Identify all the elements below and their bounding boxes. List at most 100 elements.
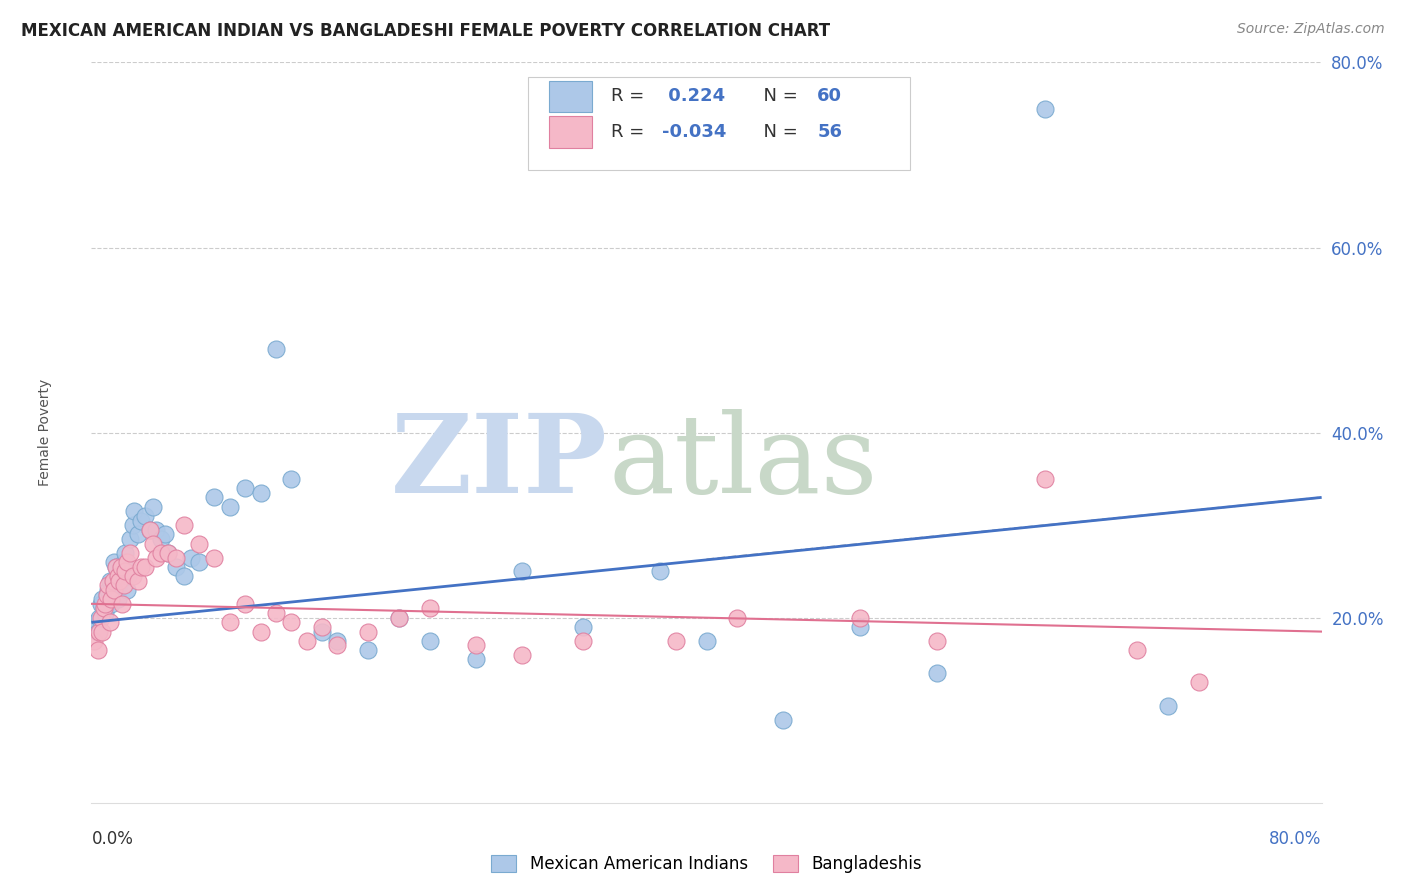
Point	[94, 606, 117, 620]
Point	[1126, 643, 1149, 657]
Point	[153, 527, 177, 541]
Point	[572, 633, 595, 648]
Point	[83, 633, 105, 648]
Text: R =: R =	[610, 123, 650, 141]
Point	[388, 611, 411, 625]
Point	[101, 574, 124, 588]
Point	[218, 615, 240, 630]
Point	[280, 615, 302, 630]
Point	[86, 643, 108, 657]
Point	[122, 569, 145, 583]
Point	[419, 633, 441, 648]
FancyBboxPatch shape	[529, 78, 910, 169]
Text: R =: R =	[610, 87, 650, 105]
Point	[118, 532, 141, 546]
Point	[725, 611, 748, 625]
Point	[134, 559, 156, 574]
Point	[100, 597, 122, 611]
Point	[90, 611, 112, 625]
Point	[311, 620, 333, 634]
Point	[101, 578, 124, 592]
Point	[927, 633, 949, 648]
Point	[202, 550, 225, 565]
Point	[1157, 698, 1180, 713]
Point	[145, 550, 167, 565]
Point	[188, 555, 211, 569]
Point	[96, 588, 118, 602]
Point	[233, 597, 256, 611]
Point	[849, 620, 872, 634]
Point	[295, 633, 318, 648]
Point	[100, 592, 122, 607]
Point	[849, 611, 872, 625]
Point	[97, 582, 120, 597]
Point	[107, 569, 129, 583]
Point	[115, 582, 138, 597]
Point	[105, 559, 127, 574]
Point	[388, 611, 411, 625]
Point	[134, 508, 156, 523]
Point	[696, 633, 718, 648]
Point	[111, 565, 134, 579]
Point	[107, 592, 129, 607]
Point	[93, 601, 115, 615]
Text: Female Poverty: Female Poverty	[38, 379, 52, 486]
Point	[139, 523, 162, 537]
Point	[157, 546, 180, 560]
Point	[772, 713, 794, 727]
Point	[264, 343, 287, 357]
Point	[97, 578, 120, 592]
Point	[357, 624, 380, 639]
Point	[91, 592, 114, 607]
Point	[650, 565, 672, 579]
Point	[118, 546, 141, 560]
Point	[142, 500, 165, 514]
Point	[249, 485, 271, 500]
Point	[110, 569, 132, 583]
Point	[311, 624, 333, 639]
Point	[173, 518, 195, 533]
Point	[202, 491, 225, 505]
Point	[90, 597, 112, 611]
Point	[108, 578, 131, 592]
Point	[149, 532, 172, 546]
Point	[124, 504, 146, 518]
Point	[218, 500, 240, 514]
Point	[93, 601, 115, 615]
Point	[326, 633, 349, 648]
Point	[98, 574, 121, 588]
Point	[103, 555, 125, 569]
Point	[326, 639, 349, 653]
Point	[129, 559, 152, 574]
Point	[129, 514, 152, 528]
Text: Source: ZipAtlas.com: Source: ZipAtlas.com	[1237, 22, 1385, 37]
Text: 0.0%: 0.0%	[91, 830, 134, 847]
Text: 0.224: 0.224	[662, 87, 725, 105]
Point	[264, 606, 287, 620]
Text: ZIP: ZIP	[391, 409, 607, 516]
Point	[665, 633, 688, 648]
Text: N =: N =	[752, 87, 804, 105]
Point	[510, 565, 533, 579]
Point	[510, 648, 533, 662]
Point	[117, 569, 139, 583]
Point	[114, 546, 136, 560]
Point	[127, 527, 149, 541]
Point	[96, 588, 118, 602]
Point	[173, 569, 195, 583]
Point	[280, 472, 302, 486]
Point	[145, 523, 167, 537]
Point	[98, 615, 121, 630]
Point	[357, 643, 380, 657]
Point	[142, 537, 165, 551]
Point	[1033, 102, 1056, 116]
Point	[114, 565, 136, 579]
Point	[180, 550, 202, 565]
Point	[572, 620, 595, 634]
Text: -0.034: -0.034	[662, 123, 727, 141]
Text: atlas: atlas	[607, 409, 877, 516]
Point	[233, 481, 256, 495]
Point	[112, 578, 135, 592]
Point	[139, 523, 162, 537]
Point	[165, 559, 187, 574]
